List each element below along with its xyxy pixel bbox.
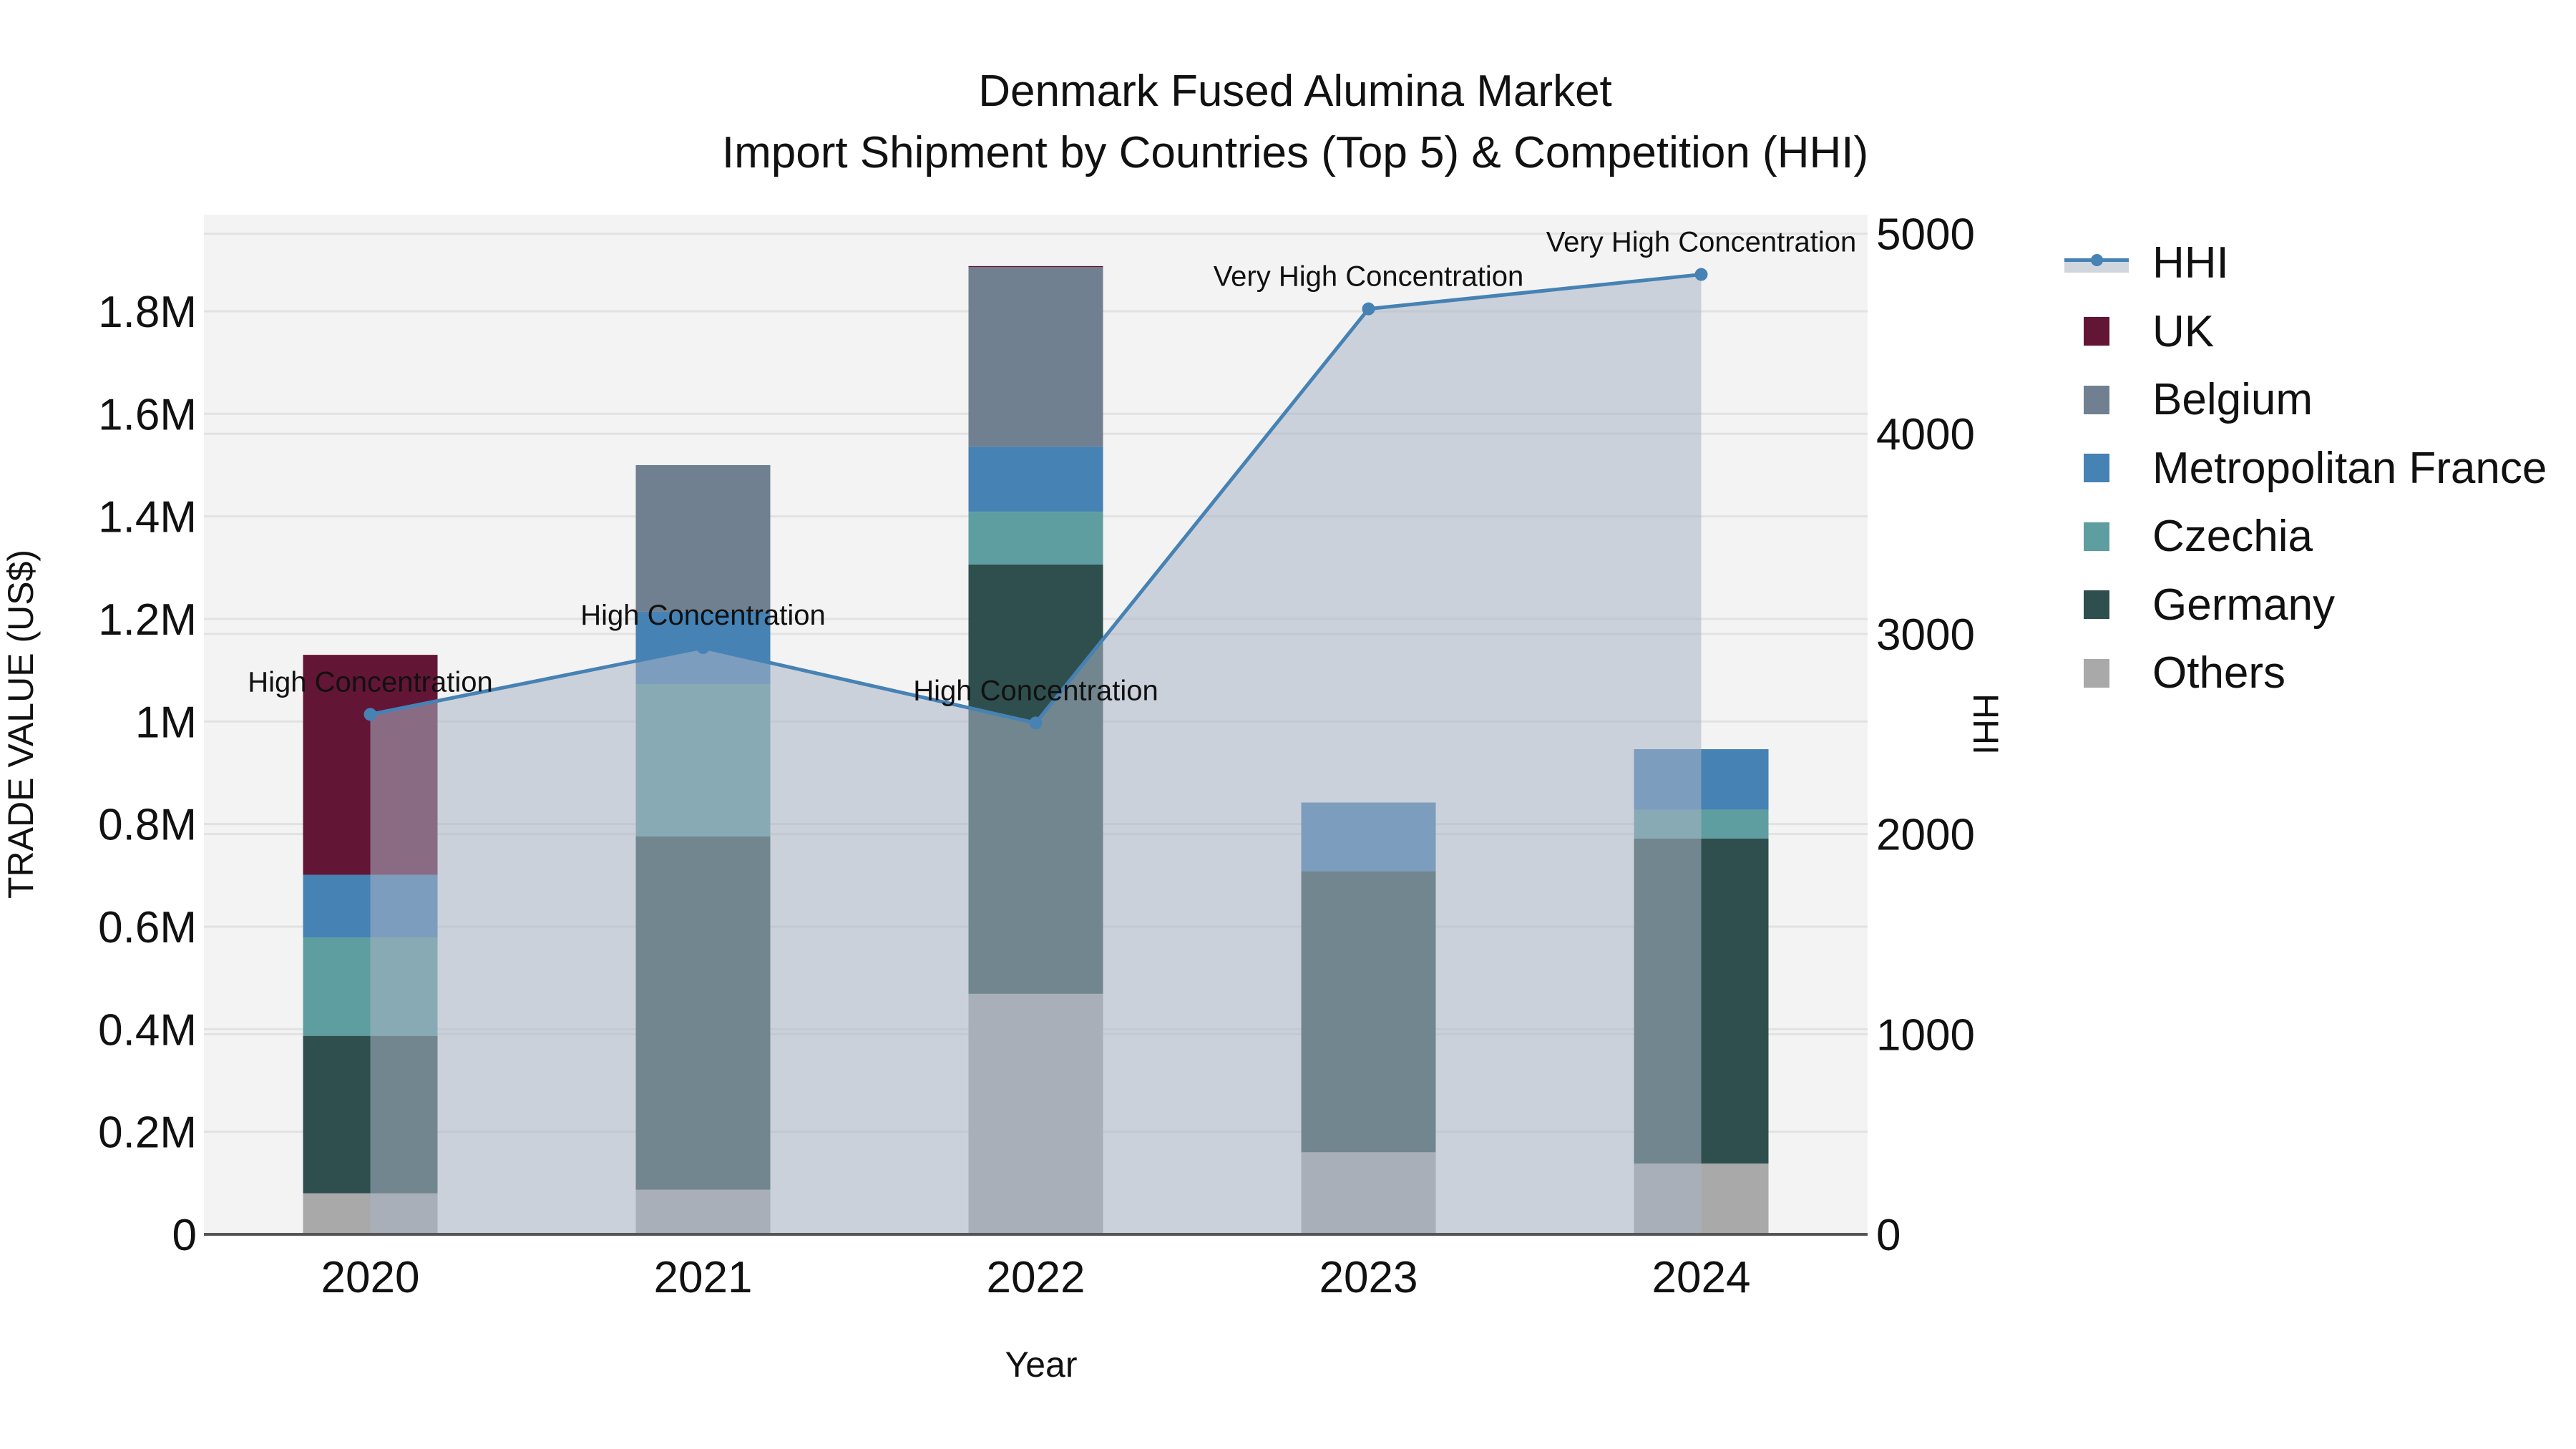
legend-item-others[interactable]: Others — [2054, 639, 2547, 708]
square-swatch-icon — [2084, 590, 2109, 620]
y2-tick-label: 1000 — [1876, 1010, 1975, 1060]
bar-segment-czechia — [968, 512, 1103, 565]
bar-segment-belgium — [635, 464, 771, 612]
hhi-annotation-label: High Concentration — [248, 666, 492, 698]
legend-item-czechia[interactable]: Czechia — [2054, 502, 2547, 571]
line-marker-icon — [2064, 253, 2129, 274]
legend-label: Germany — [2152, 580, 2335, 630]
x-axis-title: Year — [1005, 1345, 1077, 1385]
y-axis-title: TRADE VALUE (US$) — [1, 550, 41, 899]
square-swatch-icon — [2084, 658, 2109, 688]
y-tick-label: 1.2M — [98, 595, 197, 645]
chart-subtitle: Import Shipment by Countries (Top 5) & C… — [721, 128, 1869, 177]
legend-label: Belgium — [2152, 375, 2313, 425]
bar-segment-uk — [968, 265, 1103, 268]
x-tick-label: 2023 — [1319, 1253, 1418, 1302]
y-tick-label: 1.6M — [98, 390, 197, 439]
legend-label: HHI — [2152, 238, 2229, 288]
y-tick-label: 1.4M — [98, 493, 197, 542]
square-swatch-icon — [2084, 454, 2109, 483]
chart-title: Denmark Fused Alumina Market — [978, 67, 1612, 116]
hhi-annotation-label: Very High Concentration — [1214, 261, 1524, 293]
y2-tick-label: 2000 — [1876, 811, 1975, 860]
legend: HHI UK Belgium Metropolitan France Czech… — [2054, 229, 2547, 708]
y2-tick-label: 3000 — [1876, 610, 1975, 660]
legend-item-germany[interactable]: Germany — [2054, 571, 2547, 640]
legend-label: Others — [2152, 648, 2286, 698]
hhi-annotation-label: High Concentration — [580, 600, 825, 631]
legend-label: UK — [2152, 306, 2215, 356]
y-tick-label: 0.4M — [98, 1005, 197, 1055]
hhi-area-line — [364, 268, 1708, 1234]
hhi-marker — [1362, 302, 1375, 316]
legend-item-belgium[interactable]: Belgium — [2054, 366, 2547, 434]
legend-item-metropolitan-france[interactable]: Metropolitan France — [2054, 434, 2547, 503]
y-tick-label: 1M — [135, 698, 197, 747]
y-tick-label: 0.8M — [98, 801, 197, 850]
hhi-annotation-label: Very High Concentration — [1546, 227, 1857, 258]
y2-tick-label: 5000 — [1876, 210, 1975, 260]
legend-item-uk[interactable]: UK — [2054, 298, 2547, 366]
hhi-marker — [696, 640, 710, 654]
legend-label: Metropolitan France — [2152, 443, 2547, 493]
hhi-marker — [1029, 716, 1043, 730]
y-tick-label: 0.6M — [98, 903, 197, 952]
legend-item-hhi[interactable]: HHI — [2054, 229, 2547, 298]
y2-axis-title: HHI — [1966, 693, 2006, 755]
y-tick-label: 0.2M — [98, 1108, 197, 1158]
hhi-marker — [1694, 268, 1708, 281]
x-tick-label: 2022 — [987, 1253, 1085, 1302]
y-tick-label: 0 — [172, 1211, 197, 1260]
x-tick-label: 2021 — [654, 1253, 753, 1302]
hhi-area — [370, 274, 1702, 1234]
square-swatch-icon — [2084, 317, 2109, 346]
hhi-annotations: High Concentration High Concentration High… — [248, 227, 1856, 707]
y2-tick-label: 0 — [1876, 1211, 1901, 1260]
legend-label: Czechia — [2152, 512, 2313, 562]
y2-tick-label: 4000 — [1876, 410, 1975, 459]
axes: 0 0.2M 0.4M 0.6M 0.8M 1M 1.2M 1.4M 1.6M 1.8M 0 1000… — [1, 210, 2006, 1385]
x-tick-label: 2020 — [321, 1253, 420, 1302]
x-tick-label: 2024 — [1652, 1253, 1751, 1302]
bar-segment-metropolitan-france — [968, 447, 1103, 512]
square-swatch-icon — [2084, 385, 2109, 414]
y-tick-label: 1.8M — [98, 288, 197, 337]
hhi-annotation-label: High Concentration — [913, 675, 1158, 706]
square-swatch-icon — [2084, 522, 2109, 551]
hhi-marker — [364, 708, 377, 721]
bar-segment-belgium — [968, 267, 1103, 447]
